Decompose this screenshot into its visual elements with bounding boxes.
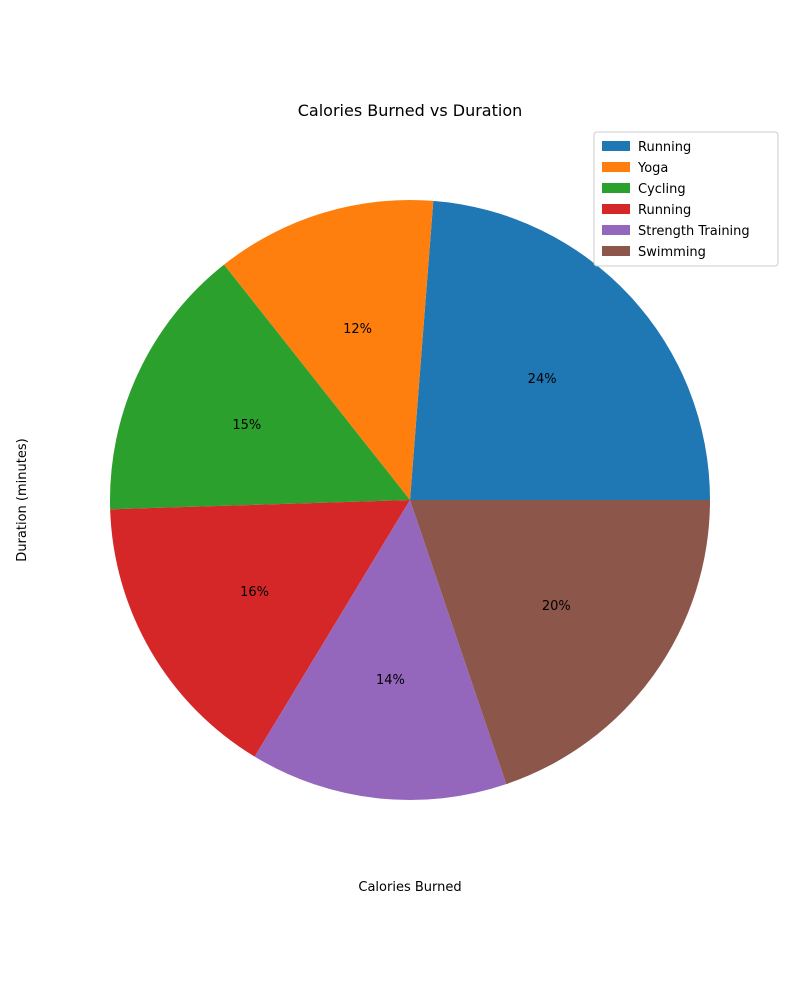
pie-slice-4 xyxy=(254,500,507,801)
legend-label-3: Running xyxy=(638,203,691,218)
legend-label-4: Strength Training xyxy=(638,224,750,239)
pie-slice-5 xyxy=(410,500,710,785)
legend-swatch-3 xyxy=(602,204,630,214)
legend-box xyxy=(593,131,779,267)
pie-percent-label-2: 15% xyxy=(232,418,261,433)
legend-swatch-2 xyxy=(602,183,630,193)
legend-swatch-4 xyxy=(602,225,630,235)
legend-label-2: Cycling xyxy=(638,182,686,197)
pie-slice-2 xyxy=(109,264,410,510)
legend-swatch-1 xyxy=(602,162,630,172)
legend-label-5: Swimming xyxy=(638,245,706,260)
pie-slices xyxy=(109,200,710,801)
y-axis-label: Duration (minutes) xyxy=(15,438,30,561)
pie-percent-label-3: 16% xyxy=(240,585,269,600)
legend-swatch-0 xyxy=(602,141,630,151)
legend: Running Yoga Cycling Running Strength Traini… xyxy=(593,131,779,267)
x-axis-label: Calories Burned xyxy=(358,880,461,895)
pie-slice-0 xyxy=(410,200,710,500)
legend-label-1: Yoga xyxy=(637,161,668,176)
pie-percent-label-1: 12% xyxy=(343,322,372,337)
pie-percent-labels: 24% 12% 15% 16% 14% 20% xyxy=(232,322,570,688)
pie-percent-label-4: 14% xyxy=(376,673,405,688)
pie-slice-3 xyxy=(110,500,411,757)
pie-percent-label-0: 24% xyxy=(528,372,557,387)
legend-label-0: Running xyxy=(638,140,691,155)
pie-slice-1 xyxy=(223,200,434,500)
chart-title: Calories Burned vs Duration xyxy=(298,101,523,120)
legend-swatch-5 xyxy=(602,246,630,256)
pie-percent-label-5: 20% xyxy=(542,599,571,614)
